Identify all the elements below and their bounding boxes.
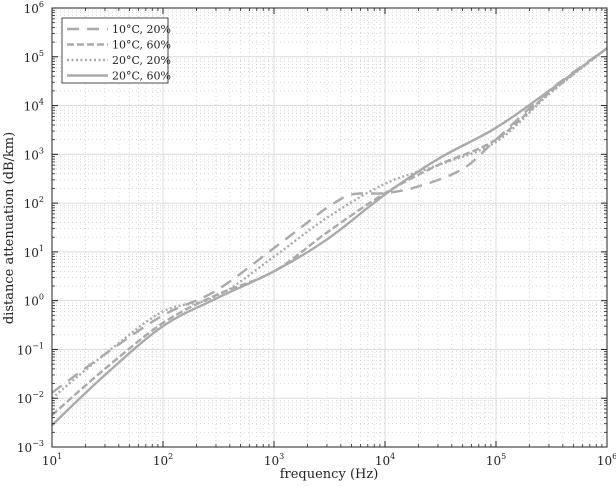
x-tick-labels: 101 102 103 104 105 106 bbox=[42, 452, 616, 468]
x-tick-label: 102 bbox=[153, 452, 173, 468]
x-tick-label: 106 bbox=[597, 452, 616, 468]
axis-ticks bbox=[51, 7, 608, 448]
series-line-3 bbox=[51, 47, 608, 400]
y-tick-label: 10−3 bbox=[17, 439, 44, 455]
legend-box bbox=[61, 17, 169, 84]
legend-entry: 10°C, 60% bbox=[112, 39, 171, 52]
y-tick-label: 102 bbox=[24, 195, 44, 211]
y-tick-label: 10−1 bbox=[17, 341, 44, 357]
x-tick-label: 103 bbox=[264, 452, 284, 468]
y-tick-label: 105 bbox=[24, 49, 44, 65]
legend-entry: 10°C, 20% bbox=[112, 23, 171, 36]
x-axis-label: frequency (Hz) bbox=[280, 467, 379, 482]
y-tick-label: 106 bbox=[24, 0, 44, 16]
y-tick-label: 101 bbox=[24, 244, 44, 260]
y-axis-label: distance attenuation (dB/km) bbox=[2, 132, 17, 324]
x-tick-label: 105 bbox=[486, 452, 506, 468]
x-tick-label: 104 bbox=[375, 452, 395, 468]
y-tick-label: 103 bbox=[24, 146, 44, 162]
legend-entry: 20°C, 60% bbox=[112, 70, 171, 83]
legend: 10°C, 20% 10°C, 60% 20°C, 20% 20°C, 60% bbox=[61, 17, 171, 84]
y-tick-label: 100 bbox=[24, 293, 44, 309]
x-tick-label: 101 bbox=[42, 452, 62, 468]
series-line-1 bbox=[51, 47, 608, 394]
y-tick-label: 104 bbox=[24, 98, 44, 114]
series-line-2 bbox=[51, 47, 608, 417]
y-tick-labels: 10−3 10−2 10−1 100 101 102 103 104 105 106 bbox=[17, 0, 44, 455]
series-line-4 bbox=[51, 47, 608, 427]
y-tick-label: 10−2 bbox=[17, 390, 44, 406]
legend-entry: 20°C, 20% bbox=[112, 54, 171, 67]
plot-frame bbox=[51, 7, 608, 448]
series-lines bbox=[51, 47, 608, 427]
